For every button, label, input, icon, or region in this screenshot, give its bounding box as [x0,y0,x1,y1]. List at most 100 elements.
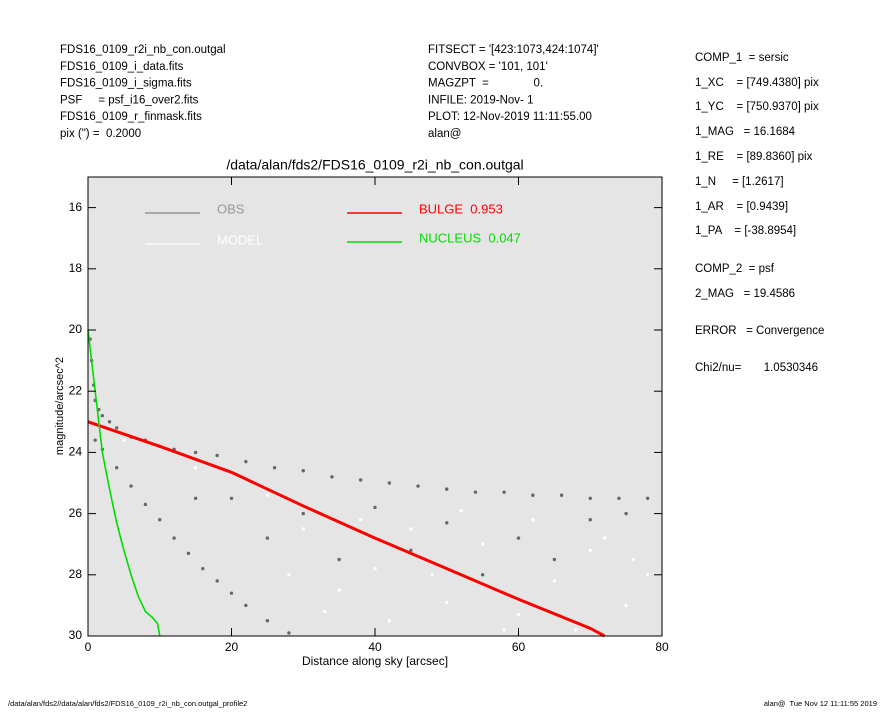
x-tick-label: 20 [225,640,239,654]
parameter-line: 1_XC = [749.4380] pix [695,77,819,89]
header-left-line: PSF = psf_i16_over2.fits [60,94,199,106]
data-point [409,527,413,531]
parameter-line: COMP_1 = sersic [695,52,789,64]
data-point [588,548,592,553]
data-point [516,612,521,617]
x-tick-label: 60 [512,640,526,654]
data-point [473,490,478,494]
chart-title: /data/alan/fds2/FDS16_0109_r2i_nb_con.ou… [226,157,523,173]
data-point [459,508,463,513]
data-point [301,527,305,531]
parameter-line: 2_MAG = 19.4586 [695,288,795,300]
data-point [552,579,557,583]
y-tick-label: 16 [69,200,83,214]
y-tick-label: 18 [69,261,83,275]
data-point [445,600,449,605]
data-point [330,475,334,479]
data-point [416,484,420,488]
data-point [445,521,449,525]
plot-background [88,177,662,636]
data-point [430,573,435,577]
data-point [265,493,270,497]
parameter-line: ERROR = Convergence [695,325,824,337]
data-point [624,603,628,608]
data-point [172,536,176,540]
data-point [531,518,535,522]
data-point [502,490,506,494]
data-point [272,466,277,470]
parameter-line: COMP_2 = psf [695,263,775,275]
data-point [301,511,305,516]
header-middle-line: FITSECT = '[423:1073,424:1074]' [428,44,599,56]
header-middle-line: MAGZPT = 0. [428,78,543,90]
legend-label: OBS [217,201,245,216]
data-point [193,450,198,455]
data-point [602,536,607,540]
data-point [215,453,219,458]
data-point [645,496,650,500]
parameter-line: 1_YC = [750.9370] pix [695,101,819,113]
data-point [244,459,248,464]
data-point [287,573,291,577]
profile-line [87,329,161,637]
data-point [107,420,112,424]
header-middle-line: CONVBOX = '101, 101' [428,61,548,73]
y-tick-label: 26 [69,506,83,520]
data-point [480,573,485,577]
data-point [445,487,449,491]
data-point [323,609,327,614]
data-point [193,466,198,470]
data-point [129,484,133,488]
parameter-line: 1_PA = [-38.8954] [695,225,796,237]
x-tick-label: 0 [85,640,92,654]
data-point [387,619,392,623]
data-point [186,551,191,556]
data-point [265,619,270,623]
data-point [409,548,413,553]
data-point [93,438,97,442]
data-point [265,536,270,540]
data-point [337,557,341,562]
data-point [229,591,234,595]
data-point [574,628,578,632]
data-point [559,493,564,497]
data-point [301,469,305,473]
legend-label: MODEL [217,232,263,247]
data-point [531,493,535,497]
footer-right: alan@ Tue Nov 12 11:11:55 2019 [764,699,877,708]
data-point [516,536,521,540]
header-left-line: FDS16_0109_i_data.fits [60,61,184,73]
x-tick-label: 80 [655,640,669,654]
data-point [480,542,485,546]
data-point [337,588,341,592]
data-point [115,426,119,430]
data-point [201,566,205,571]
data-point [122,438,126,442]
parameter-line: 1_N = [1.2617] [695,176,784,188]
data-point [617,496,621,500]
data-point [373,566,377,571]
data-point [358,478,363,482]
data-point [215,579,219,583]
data-point [358,518,363,522]
parameter-line: 1_RE = [89.8360] pix [695,151,813,163]
profile-line [87,420,606,638]
header-middle-line: INFILE: 2019-Nov- 1 [428,94,533,106]
parameter-line: 1_AR = [0.9439] [695,201,788,213]
parameter-line: Chi2/nu= 1.0530346 [695,362,818,374]
data-point [143,502,148,507]
data-point [624,511,628,516]
data-point [588,496,592,500]
legend-label: NUCLEUS 0.047 [419,230,521,245]
data-point [115,466,119,470]
y-tick-label: 22 [69,383,83,397]
header-left-line: pix (") = 0.2000 [60,128,141,140]
y-tick-label: 24 [69,445,83,459]
data-point [287,631,291,635]
y-tick-label: 20 [69,322,83,336]
data-point [373,505,377,510]
data-point [552,557,557,562]
data-point [158,518,162,522]
header-left-line: FDS16_0109_r_finmask.fits [60,111,202,123]
